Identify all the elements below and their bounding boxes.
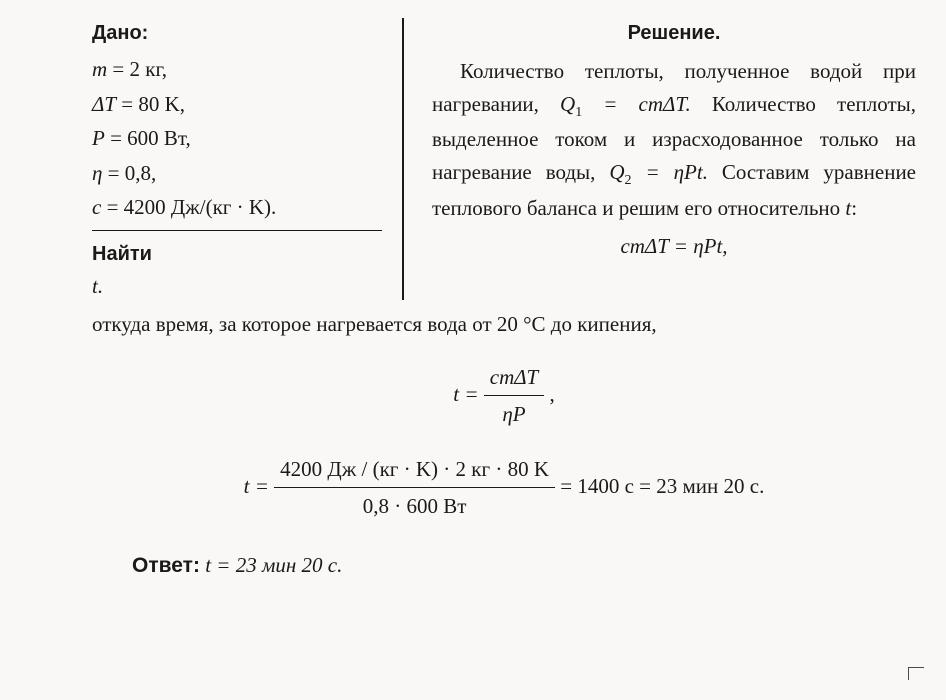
- sym-p: P: [92, 126, 105, 150]
- vertical-divider: [402, 18, 404, 300]
- q2-sub: 2: [625, 173, 632, 188]
- solution-column: Решение. Количество теплоты, полу­ченное…: [432, 18, 916, 304]
- calc-lhs: t =: [244, 474, 275, 498]
- page-corner-icon: [908, 667, 924, 680]
- unit-p: Вт,: [164, 126, 191, 150]
- val-eta: = 0,8,: [102, 161, 156, 185]
- given-line-p: P = 600 Вт,: [92, 122, 382, 155]
- sym-dt: ΔT: [92, 92, 116, 116]
- given-column: Дано: m = 2 кг, ΔT = 80 K, P = 600 Вт, η…: [92, 18, 382, 304]
- top-section: Дано: m = 2 кг, ΔT = 80 K, P = 600 Вт, η…: [92, 18, 916, 304]
- q2-post: = ηPt.: [632, 160, 722, 184]
- main-post: ,: [550, 382, 555, 406]
- colon: :: [851, 196, 857, 220]
- calc-fraction: 4200 Дж / (кг · K) · 2 кг · 80 K 0,8 · 6…: [274, 453, 555, 523]
- calculation-formula: t = 4200 Дж / (кг · K) · 2 кг · 80 K 0,8…: [92, 453, 916, 523]
- val-p: = 600: [105, 126, 164, 150]
- calc-rhs: = 1400 c = 23 мин 20 c.: [560, 474, 764, 498]
- calc-num: 4200 Дж / (кг · K) · 2 кг · 80 K: [274, 453, 555, 489]
- find-var: t.: [92, 270, 382, 303]
- sym-c: c: [92, 195, 101, 219]
- balance-equation: cmΔT = ηPt,: [432, 230, 916, 263]
- main-lhs: t =: [453, 382, 484, 406]
- find-title: Найти: [92, 239, 382, 270]
- main-den: ηP: [484, 396, 545, 431]
- given-line-eta: η = 0,8,: [92, 157, 382, 190]
- q1-post: = cmΔT.: [582, 92, 712, 116]
- solution-paragraph-1: Количество теплоты, полу­ченное водой пр…: [432, 55, 916, 224]
- val-c: = 4200: [101, 195, 171, 219]
- unit-m: кг,: [145, 57, 167, 81]
- given-title: Дано:: [92, 18, 382, 49]
- answer-line: Ответ: t = 23 мин 20 c.: [92, 549, 916, 583]
- given-block: Дано: m = 2 кг, ΔT = 80 K, P = 600 Вт, η…: [92, 18, 382, 231]
- sym-m: m: [92, 57, 107, 81]
- q1-pre: Q: [560, 92, 575, 116]
- main-num: cmΔT: [484, 361, 545, 397]
- unit-dt: K,: [165, 92, 185, 116]
- given-line-m: m = 2 кг,: [92, 53, 382, 86]
- answer-label: Ответ:: [132, 554, 200, 577]
- answer-text: t = 23 мин 20 c.: [200, 553, 342, 577]
- main-fraction: cmΔT ηP: [484, 361, 545, 431]
- sym-eta: η: [92, 161, 102, 185]
- main-formula: t = cmΔT ηP ,: [92, 361, 916, 431]
- unit-c: Дж/(кг · K).: [171, 195, 276, 219]
- q2-pre: Q: [609, 160, 624, 184]
- solution-paragraph-2: откуда время, за которое нагревается вод…: [92, 308, 916, 341]
- given-line-c: c = 4200 Дж/(кг · K).: [92, 191, 382, 224]
- val-dt: = 80: [116, 92, 165, 116]
- calc-den: 0,8 · 600 Вт: [274, 488, 555, 523]
- given-line-dt: ΔT = 80 K,: [92, 88, 382, 121]
- solution-title: Решение.: [432, 18, 916, 49]
- val-m: = 2: [107, 57, 145, 81]
